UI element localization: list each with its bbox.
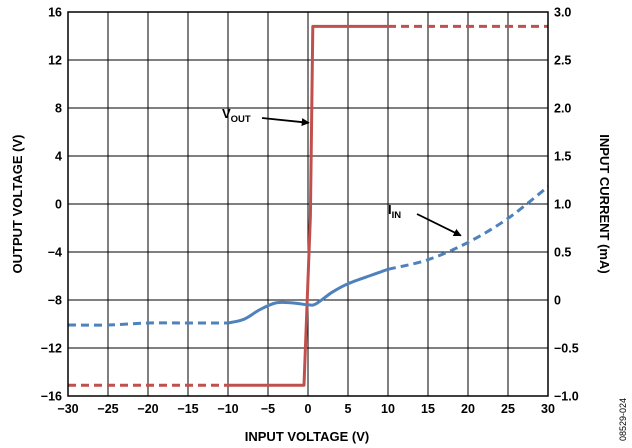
y-tick-label-right: 0.5	[554, 246, 571, 260]
x-tick-label: −30	[57, 402, 78, 416]
annotation-label-vout: VOUT	[222, 106, 251, 125]
x-axis-title: INPUT VOLTAGE (V)	[245, 429, 369, 444]
plot-frame	[67, 11, 549, 397]
annotation-main: V	[222, 106, 231, 121]
y-tick-label-left: −16	[41, 390, 62, 404]
x-tick-label: 20	[461, 402, 475, 416]
annotations: VOUT IIN	[222, 106, 462, 237]
annotation-subscript: OUT	[231, 114, 251, 125]
y-tick-label-left: 0	[55, 198, 62, 212]
y-tick-label-right: −0.5	[554, 342, 579, 356]
x-tick-label: 0	[305, 402, 312, 416]
y-tick-label-right: 1.5	[554, 150, 571, 164]
y-tick-label-left: 8	[55, 102, 62, 116]
series-layer	[67, 24, 549, 387]
y-axis-title-right: INPUT CURRENT (mA)	[597, 134, 612, 273]
series-iin-dashed-right	[387, 185, 549, 271]
y-tick-label-left: 16	[48, 6, 62, 20]
x-tick-label: 25	[501, 402, 515, 416]
y-tick-label-right: 2.5	[554, 54, 571, 68]
x-tick-label: 5	[345, 402, 352, 416]
y-tick-label-right: 1.0	[554, 198, 571, 212]
y-tick-label-right: 2.0	[554, 102, 571, 116]
x-tick-label: 10	[381, 402, 395, 416]
y-tick-label-left: −4	[48, 246, 62, 260]
x-tick-label: 15	[421, 402, 435, 416]
series-vout-solid	[228, 24, 388, 387]
y-tick-label-left: −8	[48, 294, 62, 308]
x-tick-label: 30	[541, 402, 555, 416]
annotation-label-iin: IIN	[388, 202, 401, 221]
annotation-arrow-vout	[261, 117, 310, 127]
plot-frame-group	[67, 11, 549, 397]
y-axis-title-left: OUTPUT VOLTAGE (V)	[10, 135, 25, 274]
x-tick-label: −10	[217, 402, 238, 416]
x-tick-label: −5	[261, 402, 275, 416]
tick-labels: −30 −25 −20 −15 −10 −5 0 5 10 15 20 25 30 −16 −12 −8 −4 0…	[41, 6, 579, 417]
x-tick-label: −20	[137, 402, 158, 416]
annotation-main: I	[388, 202, 392, 217]
annotation-subscript: IN	[392, 210, 402, 221]
figure-code: 08529-024	[618, 398, 628, 441]
series-iin-solid	[227, 267, 389, 325]
y-tick-label-left: 12	[48, 54, 62, 68]
series-iin-dashed-left	[67, 321, 228, 327]
annotation-arrow-iin	[416, 213, 462, 237]
y-tick-label-right: 0	[554, 294, 561, 308]
y-tick-label-right: −1.0	[554, 390, 579, 404]
y-tick-label-left: −12	[41, 342, 62, 356]
grid	[68, 12, 548, 396]
y-tick-label-right: 3.0	[554, 6, 571, 20]
y-tick-label-left: 4	[55, 150, 62, 164]
x-tick-label: −25	[97, 402, 118, 416]
x-tick-label: −15	[177, 402, 198, 416]
